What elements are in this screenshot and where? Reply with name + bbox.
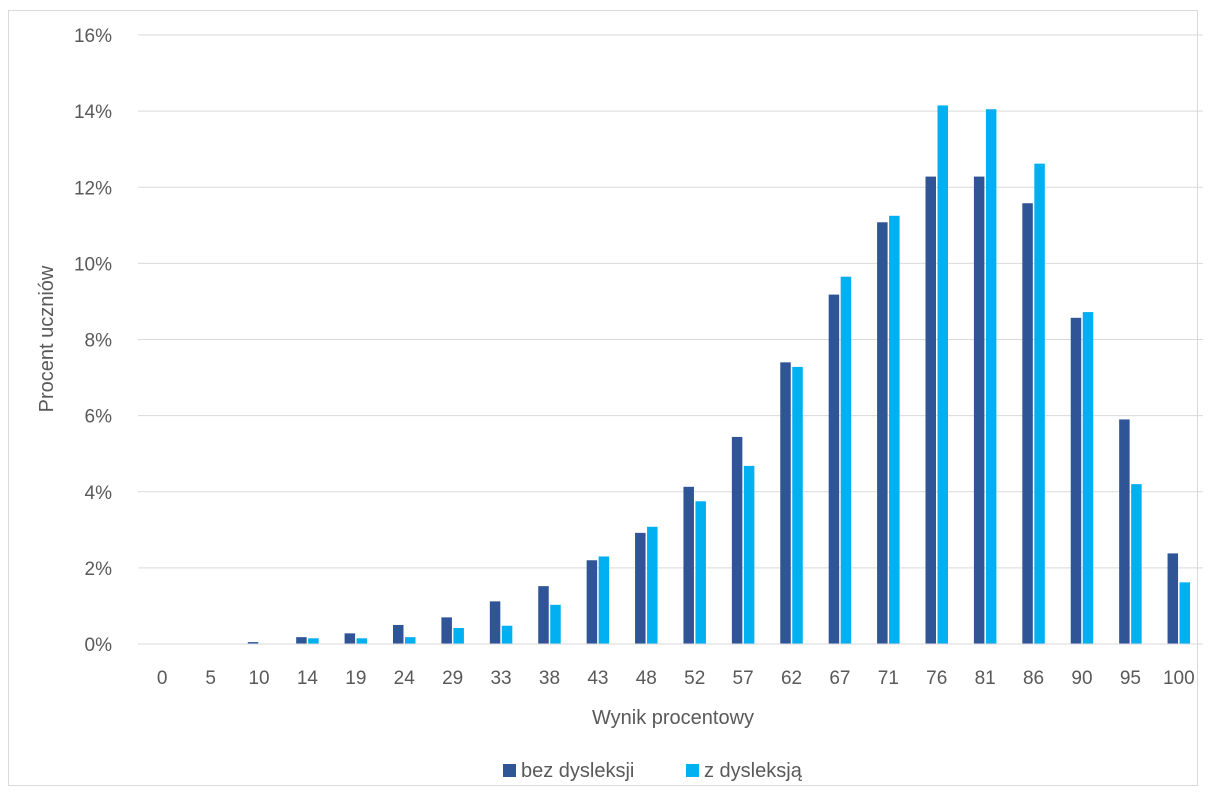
y-tick-label: 4% (85, 483, 113, 504)
legend-label-bez-dysleksji: bez dysleksji (521, 760, 634, 782)
bar-bez-dysleksji-86 (1022, 203, 1033, 645)
bar-z-dysleksja-76 (937, 105, 948, 645)
bar-z-dysleksja-14 (308, 638, 319, 644)
x-tick-label: 48 (636, 668, 657, 689)
bar-z-dysleksja-29 (453, 628, 464, 644)
bar-bez-dysleksji-10 (247, 642, 259, 644)
bar-z-dysleksja-52 (695, 501, 706, 644)
bar-bez-dysleksji-29 (441, 617, 452, 644)
bar-bez-dysleksji-81 (973, 176, 985, 644)
bar-bez-dysleksji-76 (925, 176, 936, 644)
bar-bez-dysleksji-100 (1167, 553, 1179, 644)
x-tick-label: 5 (205, 668, 216, 689)
bar-bez-dysleksji-33 (489, 601, 501, 644)
bar-z-dysleksja-86 (1034, 163, 1045, 644)
bar-z-dysleksja-38 (550, 604, 561, 644)
bar-bez-dysleksji-43 (586, 560, 598, 644)
legend: bez dysleksji z dysleksją (503, 760, 803, 782)
x-tick-label: 19 (345, 668, 366, 689)
legend-swatch-bez-dysleksji (503, 764, 516, 777)
bar-bez-dysleksji-24 (393, 624, 404, 644)
bar-bez-dysleksji-19 (344, 633, 356, 644)
bar-z-dysleksja-100 (1179, 582, 1191, 644)
y-tick-label: 16% (74, 26, 112, 47)
bar-bez-dysleksji-48 (635, 532, 646, 644)
x-tick-label: 24 (394, 668, 416, 689)
legend-label-z-dysleksja: z dysleksją (704, 760, 803, 782)
bar-bez-dysleksji-14 (296, 637, 307, 644)
x-tick-label: 86 (1023, 668, 1044, 689)
bar-bez-dysleksji-95 (1119, 419, 1130, 644)
y-tick-label: 8% (85, 331, 113, 352)
y-tick-label: 14% (74, 102, 112, 123)
bar-bez-dysleksji-67 (828, 294, 840, 644)
bar-z-dysleksja-62 (792, 366, 803, 644)
y-tick-label: 12% (74, 178, 112, 199)
bar-bez-dysleksji-62 (780, 362, 791, 644)
x-tick-label: 43 (587, 668, 608, 689)
x-tick-label: 29 (442, 668, 463, 689)
bar-z-dysleksja-67 (840, 276, 852, 644)
x-tick-label: 33 (490, 668, 511, 689)
x-tick-label: 71 (878, 668, 899, 689)
x-tick-label: 76 (926, 668, 947, 689)
x-tick-label: 57 (733, 668, 754, 689)
bar-z-dysleksja-33 (501, 625, 513, 644)
x-tick-label: 62 (781, 668, 802, 689)
bar-z-dysleksja-19 (356, 638, 368, 644)
bar-z-dysleksja-24 (405, 637, 416, 644)
y-tick-label: 6% (85, 407, 113, 428)
x-tick-label: 14 (297, 668, 319, 689)
bar-bez-dysleksji-52 (683, 486, 694, 644)
legend-swatch-z-dysleksja (686, 764, 699, 777)
x-tick-label: 100 (1163, 668, 1195, 689)
bar-z-dysleksja-57 (743, 465, 755, 644)
y-axis-title: Procent uczniów (36, 265, 58, 412)
x-tick-label: 38 (539, 668, 560, 689)
x-tick-label: 90 (1071, 668, 1092, 689)
bar-z-dysleksja-90 (1082, 312, 1094, 644)
bar-bez-dysleksji-38 (538, 586, 549, 644)
bar-bez-dysleksji-90 (1070, 317, 1082, 644)
x-tick-label: 81 (975, 668, 996, 689)
x-tick-label: 95 (1120, 668, 1141, 689)
chart-frame (8, 10, 1198, 786)
x-tick-label: 67 (829, 668, 850, 689)
x-axis-ticks: 0 5 10 14 19 24 29 33 38 43 48 52 57 62 67 71 76 81 86 90 95… (157, 668, 1195, 689)
y-tick-label: 10% (74, 254, 112, 275)
bar-z-dysleksja-48 (647, 526, 658, 644)
y-tick-label: 0% (85, 635, 113, 656)
x-tick-label: 0 (157, 668, 168, 689)
y-tick-label: 2% (85, 559, 113, 580)
bar-z-dysleksja-95 (1131, 484, 1142, 644)
bars (247, 105, 1191, 645)
bar-bez-dysleksji-71 (877, 222, 888, 644)
x-axis-title: Wynik procentowy (592, 707, 754, 729)
bar-z-dysleksja-81 (985, 109, 997, 645)
bar-z-dysleksja-43 (598, 556, 610, 644)
x-tick-label: 10 (248, 668, 269, 689)
bar-bez-dysleksji-57 (731, 436, 743, 644)
y-axis-ticks: 0% 2% 4% 6% 8% 10% 12% 14% 16% (74, 26, 112, 656)
bar-z-dysleksja-71 (889, 215, 900, 645)
x-tick-label: 52 (684, 668, 705, 689)
